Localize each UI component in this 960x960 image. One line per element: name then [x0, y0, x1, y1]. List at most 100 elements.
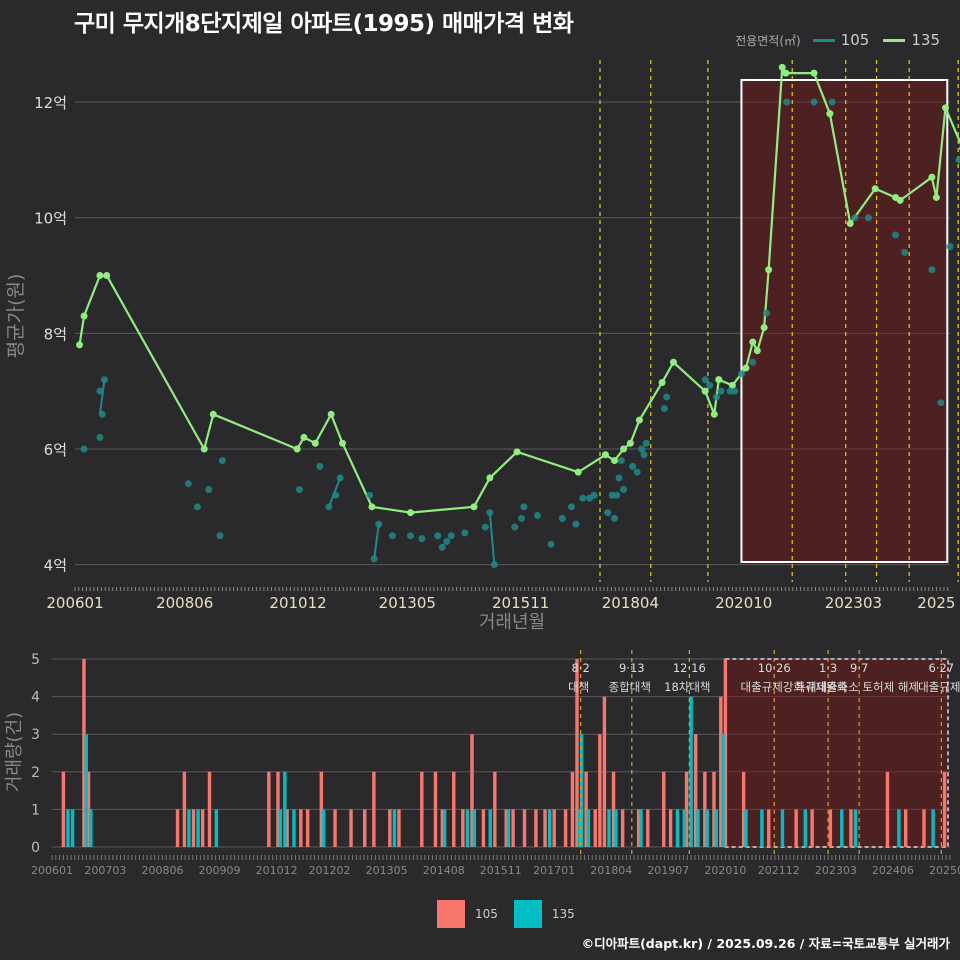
series-105-point-1	[96, 387, 104, 395]
bottom-xtick-2: 200806	[141, 864, 183, 877]
policy-label-3: 대출규제강화	[740, 680, 804, 694]
series-105-point-17	[375, 520, 383, 528]
series-105-point-70	[928, 266, 936, 274]
series-105-point-73	[955, 156, 960, 164]
bottom-ylabel: 거래량(건)	[4, 712, 25, 792]
bar-105-41	[611, 771, 616, 847]
bar-105-10	[285, 809, 289, 847]
bar-105-28	[504, 809, 508, 847]
bar-135-11	[392, 809, 397, 847]
legend-bottom-item-135[interactable]: 135	[513, 900, 575, 928]
series-135-point-38	[871, 185, 879, 193]
series-135-point-25	[710, 410, 718, 418]
top-xtick-2: 201012	[269, 594, 326, 612]
series-105-point-8	[216, 532, 224, 540]
bar-105-34	[563, 809, 568, 847]
series-135-point-12	[406, 509, 414, 517]
bottom-xtick-4: 201012	[256, 864, 298, 877]
bar-105-24	[461, 809, 465, 847]
series-105-point-2	[98, 410, 106, 418]
bottom-xtick-12: 202010	[704, 864, 746, 877]
top-xtick-1: 200806	[156, 594, 213, 612]
bar-135-37	[897, 809, 901, 847]
series-135-point-20	[626, 439, 634, 447]
bar-135-20	[586, 809, 591, 847]
series-135-point-2	[96, 272, 104, 280]
legend-bottom-item-105[interactable]: 105	[437, 900, 498, 928]
series-105-point-34	[558, 514, 566, 522]
bar-105-42	[620, 809, 625, 847]
policy-date-3: 10·26	[758, 661, 791, 675]
series-105-point-50	[640, 451, 648, 459]
series-105-point-59	[731, 387, 739, 395]
bottom-xtick-1: 200703	[84, 864, 126, 877]
series-105-point-31	[520, 503, 528, 511]
bar-105-54	[767, 809, 771, 847]
bar-105-26	[481, 809, 486, 847]
series-135-point-13	[470, 503, 478, 511]
bar-105-44	[646, 809, 650, 847]
bar-135-7	[278, 809, 282, 847]
legend-swatch-135	[513, 900, 542, 928]
top-xtick-6: 202010	[715, 594, 772, 612]
series-105-point-67	[864, 214, 872, 222]
bottom-xtick-3: 200909	[199, 864, 241, 877]
series-105-point-26	[481, 523, 489, 531]
series-105-point-3	[100, 376, 108, 384]
series-135-point-11	[368, 503, 376, 511]
series-105-point-6	[193, 503, 201, 511]
legend-item-105[interactable]: 105	[812, 31, 869, 49]
series-105-point-39	[590, 491, 598, 499]
bar-105-4	[182, 771, 187, 847]
policy-label-2: 18차대책	[664, 680, 710, 694]
legend-bottom-label-135: 135	[551, 907, 575, 921]
legend-swatch-105	[437, 900, 465, 928]
top-xtick-0: 200601	[46, 594, 103, 612]
top-ytick-1: 6억	[44, 441, 67, 459]
bar-135-6	[214, 809, 219, 847]
series-135-point-3	[103, 272, 111, 280]
series-135-point-6	[293, 445, 301, 453]
series-135-point-5	[209, 410, 217, 418]
bar-135-33	[780, 809, 785, 847]
bar-135-17	[547, 809, 552, 847]
bar-135-14	[472, 809, 477, 847]
bar-135-34	[803, 809, 807, 847]
bottom-xtick-16: 202509	[929, 864, 960, 877]
bar-105-36	[575, 659, 579, 847]
bar-105-16	[363, 809, 367, 847]
series-105-point-9	[218, 457, 226, 465]
series-105-point-49	[638, 445, 646, 453]
bar-105-15	[349, 809, 353, 847]
bar-135-8	[283, 771, 287, 847]
bar-105-18	[388, 809, 392, 847]
series-105-point-62	[762, 309, 770, 317]
bottom-ytick-4: 4	[31, 690, 40, 706]
bottom-ytick-2: 2	[31, 765, 40, 781]
legend-item-135[interactable]: 135	[883, 31, 940, 49]
bar-105-5	[191, 809, 196, 847]
series-105-point-30	[518, 514, 526, 522]
series-105-point-13	[332, 491, 340, 499]
bar-105-17	[372, 771, 376, 847]
series-105-point-14	[336, 474, 344, 482]
policy-label-5: 특례대출축소 토허제 해제	[795, 680, 919, 694]
bar-135-31	[744, 809, 748, 847]
series-105-segment	[373, 524, 380, 559]
series-105-point-5	[184, 480, 192, 488]
bar-135-29	[714, 809, 718, 847]
series-105-point-22	[438, 543, 446, 551]
series-105-point-56	[713, 393, 721, 401]
series-135-point-35	[810, 69, 818, 77]
series-105-point-33	[547, 540, 555, 548]
bar-105-32	[543, 809, 547, 847]
bar-135-25	[682, 809, 687, 847]
bar-105-59	[885, 771, 890, 847]
bar-105-56	[810, 809, 814, 847]
bar-105-29	[511, 809, 515, 847]
top-ytick-2: 8억	[44, 325, 67, 343]
bar-135-22	[614, 809, 618, 847]
bottom-xtick-9: 201701	[533, 864, 575, 877]
bar-135-0	[66, 809, 70, 847]
bar-135-15	[488, 809, 492, 847]
